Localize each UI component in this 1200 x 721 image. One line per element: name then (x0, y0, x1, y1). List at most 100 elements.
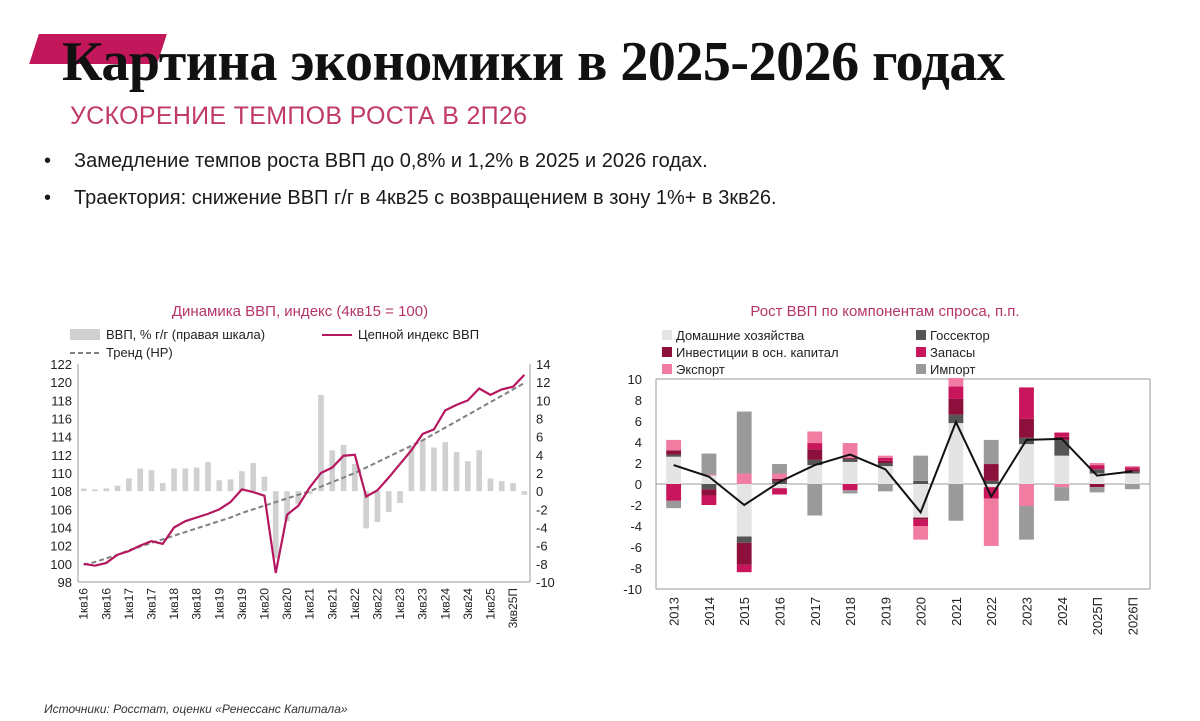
stacked-bar-segment (1124, 471, 1140, 474)
stacked-bar-segment (1054, 455, 1070, 484)
stacked-bar-segment (1124, 466, 1140, 468)
stacked-bar-segment (948, 423, 964, 484)
y-right-tick-label: 8 (536, 412, 543, 427)
stacked-bar-segment (666, 439, 682, 451)
x-tick-label: 2026П (1125, 597, 1140, 635)
y-right-tick-label: 2 (536, 466, 543, 481)
stacked-bar-segment (983, 484, 999, 488)
legend-label: Экспорт (676, 362, 725, 377)
gdp-yoy-bar (363, 491, 369, 529)
y-tick-label: 6 (635, 414, 642, 429)
x-tick-label: 2013 (667, 597, 682, 626)
stacked-bar-segment (1019, 418, 1034, 438)
y-right-tick-label: -10 (536, 575, 555, 590)
gdp-yoy-bar (239, 471, 245, 492)
stacked-bar-segment (1019, 444, 1034, 484)
stacked-bar-segment (701, 484, 717, 490)
gdp-yoy-bar (216, 480, 223, 492)
y-tick-label: -4 (630, 519, 642, 534)
stacked-bar-segment (1124, 484, 1140, 490)
gdp-yoy-bar (352, 463, 358, 492)
y-right-tick-label: -4 (536, 521, 548, 536)
gdp-index-chart: Динамика ВВП, индекс (4кв15 = 100) ВВП, %… (50, 303, 555, 628)
x-tick-label: 3кв21 (325, 588, 339, 620)
stacked-bar-segment (736, 536, 752, 543)
x-tick-label: 2019 (878, 597, 893, 626)
legend-swatch (916, 330, 926, 340)
stacked-bar-segment (1124, 469, 1140, 472)
y-tick-label: 10 (628, 372, 642, 387)
gdp-yoy-bar (284, 491, 290, 522)
x-tick-label: 2021 (949, 597, 964, 626)
stacked-bar-segment (701, 495, 717, 505)
x-tick-label: 1кв25 (483, 588, 497, 620)
stacked-bar-segment (948, 377, 964, 387)
gdp-yoy-bar (114, 485, 121, 492)
stacked-bar-segment (983, 464, 999, 481)
x-tick-label: 2018 (843, 597, 858, 626)
gdp-yoy-bar (397, 491, 403, 503)
stacked-bar-segment (948, 414, 964, 424)
y-tick-label: 8 (635, 393, 642, 408)
gdp-yoy-bar (272, 491, 279, 559)
y-right-tick-label: -6 (536, 539, 548, 554)
gdp-components-chart: Рост ВВП по компонентам спроса, п.п. Дома… (623, 303, 1151, 635)
stacked-bar-segment (948, 484, 964, 521)
gdp-yoy-bar (159, 482, 166, 492)
stacked-bar-segment (913, 519, 929, 526)
stacked-bar-segment (666, 450, 682, 455)
y-left-tick-label: 102 (50, 539, 72, 554)
stacked-bar-segment (701, 489, 717, 496)
x-tick-label: 2016 (773, 597, 788, 626)
x-tick-label: 1кв16 (77, 588, 91, 620)
y-left-tick-label: 114 (51, 430, 72, 445)
stacked-bar-segment (842, 490, 858, 494)
stacked-bar-segment (701, 474, 717, 476)
x-tick-label: 2022 (984, 597, 999, 626)
bullet-list: Замедление темпов роста ВВП до 0,8% и 1,… (44, 150, 777, 224)
y-tick-label: 0 (635, 477, 642, 492)
x-tick-label: 3кв17 (144, 588, 158, 620)
x-tick-label: 2023 (1020, 597, 1035, 626)
source-note: Источники: Росстат, оценки «Ренессанс Ка… (44, 702, 348, 716)
x-tick-label: 3кв23 (416, 588, 430, 620)
gdp-yoy-bar (193, 467, 200, 492)
stacked-bar-segment (1019, 387, 1034, 419)
x-tick-label: 2020 (914, 597, 929, 626)
stacked-bar-segment (807, 449, 823, 460)
stacked-bar-segment (1019, 506, 1034, 540)
legend-label: ВВП, % г/г (правая шкала) (106, 327, 265, 342)
stacked-bar-segment (772, 484, 787, 489)
legend-label: Инвестиции в осн. капитал (676, 345, 839, 360)
gdp-yoy-bar (80, 488, 87, 492)
y-tick-label: -2 (630, 498, 642, 513)
bullet-item: Траектория: снижение ВВП г/г в 4кв25 с в… (44, 187, 777, 210)
stacked-bar-segment (913, 455, 929, 481)
stacked-bar-segment (736, 542, 752, 565)
y-right-tick-label: 6 (536, 430, 543, 445)
chart-title: Рост ВВП по компонентам спроса, п.п. (750, 303, 1019, 320)
stacked-bar-segment (1089, 465, 1105, 470)
stacked-bar-segment (842, 461, 858, 484)
stacked-bar-segment (807, 465, 823, 484)
gdp-yoy-bar (306, 491, 313, 494)
y-left-tick-label: 106 (50, 502, 72, 517)
stacked-bar-segment (877, 463, 893, 467)
stacked-bar-segment (666, 456, 682, 484)
gdp-yoy-bar (295, 491, 302, 504)
gdp-yoy-bar (205, 462, 211, 492)
y-left-tick-label: 116 (51, 412, 72, 427)
x-tick-label: 1кв19 (212, 588, 226, 620)
page-subtitle: УСКОРЕНИЕ ТЕМПОВ РОСТА В 2П26 (70, 102, 528, 130)
stacked-bar-segment (1019, 484, 1034, 507)
gdp-growth-line (673, 419, 1133, 515)
x-tick-label: 2025П (1090, 597, 1105, 635)
y-left-tick-label: 110 (51, 466, 72, 481)
y-tick-label: 4 (635, 435, 642, 450)
legend-label: Домашние хозяйства (676, 328, 805, 343)
x-tick-label: 3кв20 (280, 588, 294, 620)
stacked-bar-segment (983, 480, 999, 484)
x-tick-label: 2024 (1055, 597, 1070, 626)
stacked-bar-segment (913, 480, 929, 484)
stacked-bar-segment (913, 517, 929, 520)
